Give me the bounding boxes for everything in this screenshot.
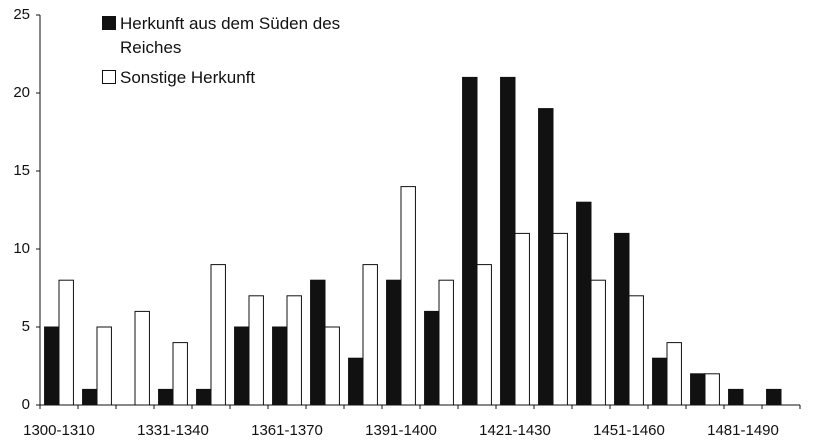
bar bbox=[538, 108, 554, 406]
bar bbox=[728, 388, 744, 406]
bar bbox=[766, 388, 782, 406]
bar bbox=[82, 388, 98, 406]
bar bbox=[628, 295, 644, 406]
bar bbox=[590, 279, 606, 406]
x-tick-label: 1361-1370 bbox=[251, 422, 323, 439]
bar bbox=[400, 186, 416, 406]
bar bbox=[666, 342, 682, 406]
legend-item: Herkunft aus dem Süden des Reiches bbox=[102, 12, 350, 60]
bar bbox=[44, 326, 60, 406]
y-tick-label: 25 bbox=[13, 6, 30, 23]
bar bbox=[324, 326, 340, 406]
bar bbox=[652, 357, 668, 406]
bar bbox=[272, 326, 288, 406]
bar bbox=[196, 388, 212, 406]
bar bbox=[500, 76, 516, 406]
bar bbox=[310, 279, 326, 406]
bar bbox=[614, 232, 630, 406]
bar bbox=[286, 295, 302, 406]
bar bbox=[172, 342, 188, 406]
bar bbox=[234, 326, 250, 406]
legend-swatch bbox=[102, 16, 116, 30]
bar bbox=[514, 232, 530, 406]
bar bbox=[134, 310, 150, 406]
bar bbox=[362, 264, 378, 406]
x-tick-label: 1481-1490 bbox=[707, 422, 779, 439]
legend-swatch bbox=[102, 70, 116, 84]
bar bbox=[424, 310, 440, 406]
legend: Herkunft aus dem Süden des Reiches Sonsti… bbox=[102, 12, 350, 96]
bar bbox=[552, 232, 568, 406]
legend-item: Sonstige Herkunft bbox=[102, 66, 350, 90]
bar bbox=[248, 295, 264, 406]
bar bbox=[438, 279, 454, 406]
x-tick-label: 1421-1430 bbox=[479, 422, 551, 439]
bar bbox=[96, 326, 112, 406]
y-tick-label: 15 bbox=[13, 162, 30, 179]
x-tick-label: 1300-1310 bbox=[23, 422, 95, 439]
legend-label: Sonstige Herkunft bbox=[120, 68, 256, 87]
bar bbox=[476, 264, 492, 406]
y-tick-label: 0 bbox=[22, 396, 30, 413]
y-tick-label: 10 bbox=[13, 240, 30, 257]
bar bbox=[158, 388, 174, 406]
bar bbox=[462, 76, 478, 406]
legend-label: Herkunft aus dem Süden des Reiches bbox=[120, 14, 341, 57]
bar bbox=[58, 279, 74, 406]
bar bbox=[386, 279, 402, 406]
bar bbox=[690, 373, 706, 406]
bar bbox=[704, 373, 720, 406]
bar bbox=[348, 357, 364, 406]
y-tick-label: 5 bbox=[22, 318, 30, 335]
bar bbox=[576, 201, 592, 406]
x-tick-label: 1331-1340 bbox=[137, 422, 209, 439]
x-tick-label: 1451-1460 bbox=[593, 422, 665, 439]
bar bbox=[210, 264, 226, 406]
x-tick-label: 1391-1400 bbox=[365, 422, 437, 439]
y-tick-label: 20 bbox=[13, 84, 30, 101]
